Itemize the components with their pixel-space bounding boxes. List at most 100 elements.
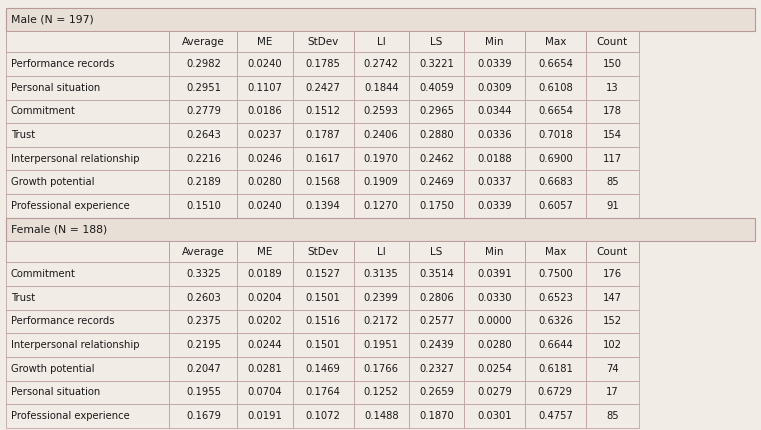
Text: 0.2439: 0.2439 <box>419 340 454 350</box>
Text: 0.2965: 0.2965 <box>419 106 454 117</box>
Bar <box>525 310 586 333</box>
Bar <box>237 381 293 404</box>
Bar <box>586 241 638 262</box>
Text: 0.1909: 0.1909 <box>364 177 399 187</box>
Text: Professional experience: Professional experience <box>11 201 129 211</box>
Bar <box>6 357 170 381</box>
Bar <box>354 333 409 357</box>
Text: StDev: StDev <box>307 37 339 47</box>
Text: 0.6683: 0.6683 <box>538 177 573 187</box>
Bar <box>293 333 354 357</box>
Bar <box>170 76 237 100</box>
Text: 0.1107: 0.1107 <box>248 83 282 93</box>
Bar <box>354 310 409 333</box>
Text: 147: 147 <box>603 293 622 303</box>
Text: 0.6654: 0.6654 <box>538 106 573 117</box>
Text: 0.6654: 0.6654 <box>538 59 573 69</box>
Text: 0.0330: 0.0330 <box>477 293 512 303</box>
Text: 0.1510: 0.1510 <box>186 201 221 211</box>
Bar <box>354 76 409 100</box>
Text: 0.4757: 0.4757 <box>538 411 573 421</box>
Text: 0.1951: 0.1951 <box>364 340 399 350</box>
Bar <box>170 52 237 76</box>
Text: 0.3135: 0.3135 <box>364 269 399 279</box>
Text: 0.1469: 0.1469 <box>306 364 341 374</box>
Text: 0.1501: 0.1501 <box>306 340 341 350</box>
Text: 0.1970: 0.1970 <box>364 154 399 164</box>
Bar <box>237 147 293 171</box>
Text: 0.2951: 0.2951 <box>186 83 221 93</box>
Bar <box>293 147 354 171</box>
Bar <box>293 262 354 286</box>
Bar <box>409 381 464 404</box>
Text: 150: 150 <box>603 59 622 69</box>
Bar <box>354 171 409 194</box>
Text: 17: 17 <box>606 387 619 397</box>
Bar <box>170 194 237 218</box>
Text: 0.0246: 0.0246 <box>248 154 282 164</box>
Text: 74: 74 <box>606 364 619 374</box>
Bar <box>354 286 409 310</box>
Bar <box>464 147 525 171</box>
Bar <box>354 381 409 404</box>
Bar <box>409 286 464 310</box>
Text: ME: ME <box>257 247 273 257</box>
Text: 0.3221: 0.3221 <box>419 59 454 69</box>
Text: 0.7500: 0.7500 <box>538 269 573 279</box>
Text: 176: 176 <box>603 269 622 279</box>
Bar <box>237 357 293 381</box>
Text: Performance records: Performance records <box>11 316 114 326</box>
Text: Min: Min <box>486 37 504 47</box>
Bar <box>409 171 464 194</box>
Text: 0.7018: 0.7018 <box>538 130 573 140</box>
Bar <box>170 241 237 262</box>
Text: Female (N = 188): Female (N = 188) <box>11 224 107 235</box>
Text: 0.0391: 0.0391 <box>477 269 512 279</box>
Bar <box>6 100 170 123</box>
Bar <box>464 123 525 147</box>
Text: 0.3325: 0.3325 <box>186 269 221 279</box>
Text: 0.1394: 0.1394 <box>306 201 341 211</box>
Text: ME: ME <box>257 37 273 47</box>
Bar <box>6 310 170 333</box>
Bar <box>293 357 354 381</box>
Bar <box>464 333 525 357</box>
Bar <box>237 76 293 100</box>
Bar <box>354 52 409 76</box>
Text: 0.0280: 0.0280 <box>248 177 282 187</box>
Text: Performance records: Performance records <box>11 59 114 69</box>
Text: 0.1072: 0.1072 <box>306 411 341 421</box>
Bar <box>586 123 638 147</box>
Bar <box>293 76 354 100</box>
Bar <box>237 310 293 333</box>
Bar <box>6 123 170 147</box>
Bar <box>586 194 638 218</box>
Bar <box>237 52 293 76</box>
Text: 0.0191: 0.0191 <box>248 411 282 421</box>
Bar <box>586 357 638 381</box>
Text: 0.2742: 0.2742 <box>364 59 399 69</box>
Bar <box>293 381 354 404</box>
Text: 0.3514: 0.3514 <box>419 269 454 279</box>
Bar <box>354 100 409 123</box>
Bar <box>6 31 170 52</box>
Bar <box>586 333 638 357</box>
Bar <box>293 241 354 262</box>
Text: 117: 117 <box>603 154 622 164</box>
Text: 0.2427: 0.2427 <box>306 83 341 93</box>
Bar <box>586 147 638 171</box>
Text: 0.2172: 0.2172 <box>364 316 399 326</box>
Text: 0.1617: 0.1617 <box>306 154 341 164</box>
Bar <box>586 381 638 404</box>
Text: 154: 154 <box>603 130 622 140</box>
Text: 0.1516: 0.1516 <box>306 316 341 326</box>
Bar <box>586 286 638 310</box>
Text: Max: Max <box>545 247 566 257</box>
Bar <box>237 404 293 428</box>
Bar <box>525 286 586 310</box>
Text: LI: LI <box>377 247 386 257</box>
Text: LS: LS <box>431 37 443 47</box>
Bar <box>464 357 525 381</box>
Bar <box>525 241 586 262</box>
Bar <box>409 123 464 147</box>
